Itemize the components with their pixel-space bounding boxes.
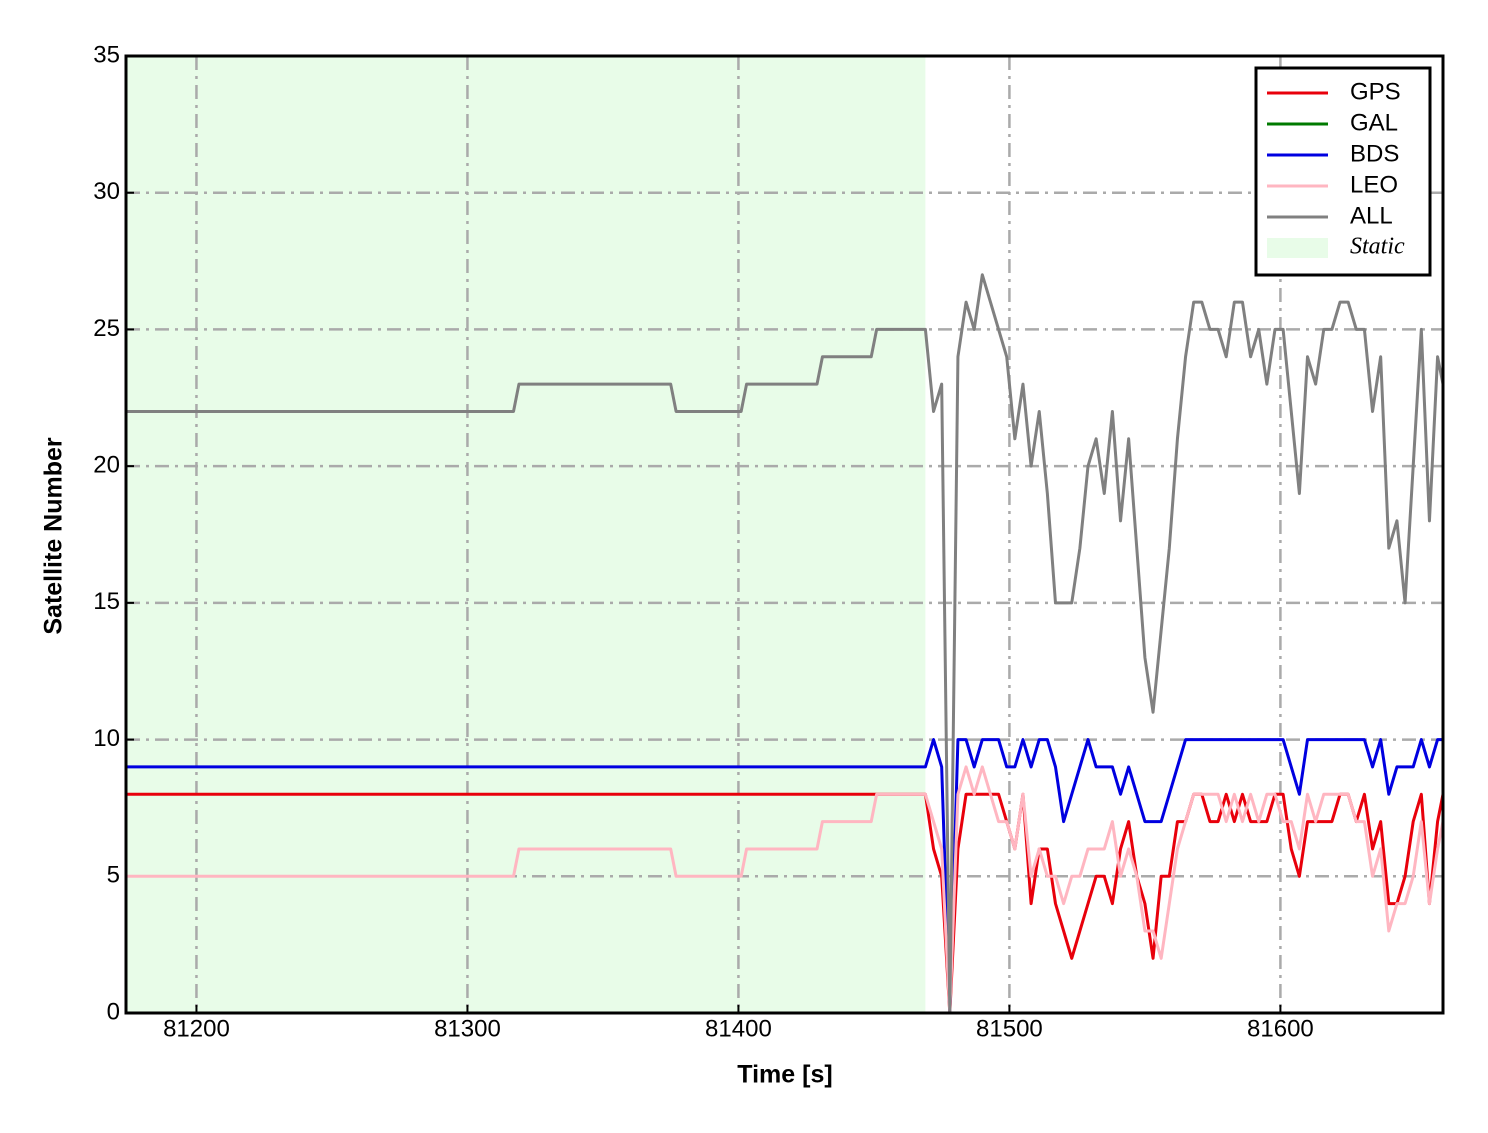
static-region (126, 56, 926, 1013)
y-tick-label: 5 (107, 862, 120, 889)
x-tick-label: 81600 (1247, 1015, 1314, 1042)
y-tick-label: 10 (93, 725, 120, 752)
y-axis-label: Satellite Number (40, 437, 68, 635)
x-tick-label: 81300 (434, 1015, 501, 1042)
legend-patch (1267, 238, 1328, 258)
y-tick-label: 30 (93, 178, 120, 205)
x-tick-label: 81500 (976, 1015, 1043, 1042)
legend-label: Static (1350, 234, 1405, 260)
x-tick-label: 81400 (705, 1015, 772, 1042)
series-line (126, 765, 1445, 1015)
x-tick-label: 81200 (163, 1015, 230, 1042)
series-line (126, 273, 1445, 1015)
legend-label: GAL (1350, 109, 1398, 136)
series-line (126, 738, 1443, 1015)
y-tick-label: 20 (93, 451, 120, 478)
y-tick-label: 15 (93, 588, 120, 615)
legend-label: LEO (1350, 171, 1398, 198)
x-axis-label: Time [s] (737, 1061, 832, 1089)
legend-label: BDS (1350, 140, 1399, 167)
y-tick-label: 35 (93, 41, 120, 68)
y-tick-label: 0 (107, 998, 120, 1025)
legend-label: ALL (1350, 202, 1393, 229)
y-tick-label: 25 (93, 315, 120, 342)
legend-label: GPS (1350, 78, 1401, 105)
plot-frame (124, 54, 1445, 1015)
